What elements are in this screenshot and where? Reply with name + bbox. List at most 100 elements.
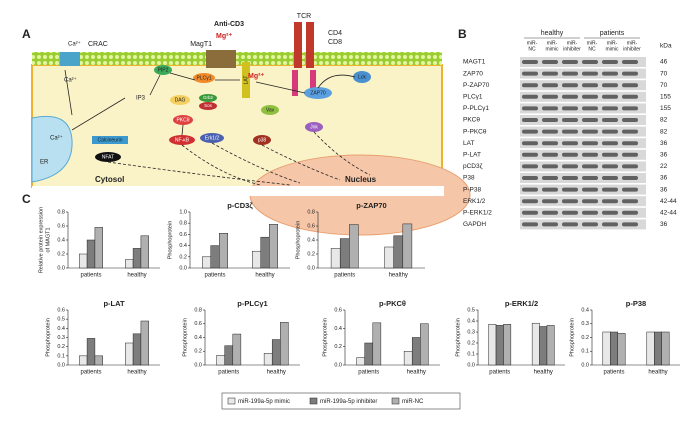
y-axis-label: Phosphoprotein bbox=[167, 221, 173, 260]
legend: miR-199a-5p mimic miR-199a-5p inhibiter mi… bbox=[221, 392, 461, 410]
bar bbox=[269, 224, 278, 269]
protein-label: P-ERK1/2 bbox=[463, 210, 492, 217]
band bbox=[622, 164, 638, 169]
kda-label: 70 bbox=[660, 82, 668, 89]
x-tick-label: healthy bbox=[534, 370, 553, 376]
band bbox=[522, 187, 538, 192]
y-tick-label: 0.4 bbox=[307, 237, 315, 243]
x-tick-label: healthy bbox=[127, 370, 146, 376]
y-tick-label: 0.2 bbox=[334, 344, 342, 350]
bar bbox=[232, 333, 242, 366]
band bbox=[602, 129, 618, 134]
bar bbox=[330, 248, 341, 269]
y-tick-label: 0.0 bbox=[194, 362, 202, 368]
band bbox=[582, 222, 598, 227]
protein-label: P-LAT bbox=[463, 152, 481, 159]
y-tick-label: 0.2 bbox=[307, 251, 315, 257]
band bbox=[542, 222, 558, 227]
kda-label: 42-44 bbox=[660, 210, 677, 217]
band bbox=[602, 199, 618, 204]
bar bbox=[132, 333, 142, 366]
bar bbox=[280, 322, 289, 366]
band bbox=[582, 141, 598, 146]
label: LAT bbox=[243, 76, 249, 85]
band bbox=[542, 106, 558, 111]
label: PIP2 bbox=[158, 67, 169, 73]
protein-label: P38 bbox=[463, 175, 475, 182]
x-tick-label: patients bbox=[218, 370, 239, 376]
band bbox=[522, 152, 538, 157]
x-tick-label: healthy bbox=[127, 273, 146, 279]
band bbox=[542, 199, 558, 204]
band bbox=[622, 199, 638, 204]
band bbox=[522, 118, 538, 122]
lane-label: inhibiter bbox=[563, 46, 581, 52]
band bbox=[602, 164, 618, 169]
band bbox=[582, 60, 598, 64]
lane-label: miR- bbox=[587, 40, 598, 46]
kda-label: 36 bbox=[660, 152, 668, 159]
y-tick-label: 0.1 bbox=[467, 351, 475, 357]
band bbox=[602, 187, 618, 192]
band bbox=[542, 164, 558, 169]
x-tick-label: patients bbox=[204, 273, 225, 279]
legend-swatch bbox=[309, 397, 318, 405]
x-tick-label: patients bbox=[80, 370, 101, 376]
y-axis-label: Phosphoprotein bbox=[182, 318, 188, 357]
diagram: A Anti-CD3 TCR CD4 CD8 MagT1 Mg²⁺ Mg²⁺ C… bbox=[22, 13, 471, 236]
bar bbox=[260, 236, 270, 269]
kda-label: 42-44 bbox=[660, 198, 677, 205]
lane-label: NC bbox=[528, 46, 536, 52]
band bbox=[542, 176, 558, 180]
bar bbox=[339, 238, 350, 269]
y-tick-label: 0.4 bbox=[194, 335, 202, 341]
bar bbox=[661, 331, 670, 366]
bar bbox=[364, 342, 374, 366]
y-tick-label: 0.2 bbox=[57, 251, 65, 257]
band bbox=[582, 164, 598, 169]
protein-label: pCD3ζ bbox=[463, 163, 483, 170]
chart-title: p-PKCθ bbox=[379, 299, 406, 308]
label: Ca²⁺ bbox=[64, 77, 77, 84]
band bbox=[542, 187, 558, 192]
label: Grb2 bbox=[203, 95, 214, 100]
lane-label: inhibiter bbox=[623, 46, 641, 52]
kda-label: 36 bbox=[660, 186, 668, 193]
protein-label: P-P38 bbox=[463, 186, 481, 193]
bar bbox=[224, 345, 234, 366]
y-tick-label: 0.4 bbox=[581, 307, 589, 313]
lane-label: miR- bbox=[527, 40, 538, 46]
y-tick-label: 0.6 bbox=[334, 307, 342, 313]
band bbox=[602, 222, 618, 227]
bar bbox=[140, 235, 149, 269]
x-tick-label: patients bbox=[334, 273, 355, 279]
chart-title: p-PLCγ1 bbox=[237, 299, 267, 308]
band bbox=[522, 176, 538, 180]
band bbox=[582, 106, 598, 111]
y-axis-label: Phosphoprotein bbox=[569, 318, 575, 357]
y-tick-label: 0.0 bbox=[467, 362, 475, 368]
bar bbox=[79, 355, 88, 366]
bar bbox=[495, 325, 504, 366]
y-tick-label: 0.5 bbox=[467, 307, 475, 313]
calcineurin bbox=[92, 136, 128, 144]
panel-label: C bbox=[22, 192, 31, 206]
band bbox=[562, 164, 578, 169]
bar bbox=[263, 353, 273, 366]
lat bbox=[242, 62, 250, 98]
bar bbox=[539, 326, 548, 366]
label: Anti-CD3 bbox=[214, 21, 244, 28]
label: Lck bbox=[358, 74, 366, 80]
band bbox=[582, 199, 598, 204]
band bbox=[562, 60, 578, 64]
lane-label: miR- bbox=[607, 40, 618, 46]
kda-label: 22 bbox=[660, 163, 668, 170]
p38 bbox=[253, 135, 271, 145]
y-axis-label: of MAGT1 bbox=[45, 227, 51, 252]
grb2 bbox=[199, 94, 217, 102]
label: Erk1/2 bbox=[205, 135, 220, 141]
y-tick-label: 0.8 bbox=[179, 221, 187, 227]
band bbox=[542, 210, 558, 215]
band bbox=[562, 210, 578, 215]
